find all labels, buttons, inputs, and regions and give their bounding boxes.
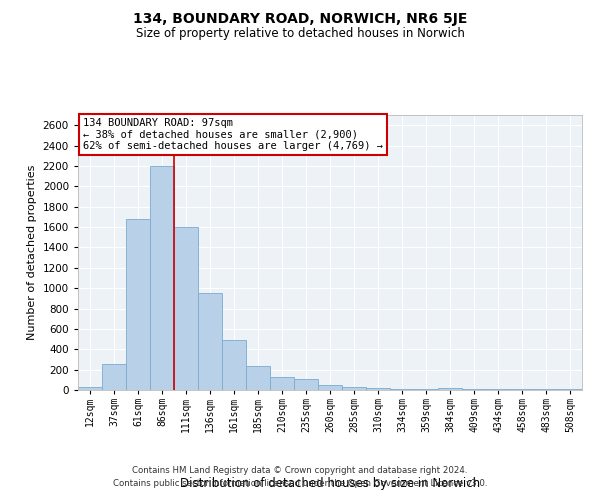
Bar: [174, 227, 198, 390]
Text: 134, BOUNDARY ROAD, NORWICH, NR6 5JE: 134, BOUNDARY ROAD, NORWICH, NR6 5JE: [133, 12, 467, 26]
Bar: [438, 388, 462, 390]
Bar: [294, 379, 318, 390]
Bar: [246, 366, 270, 390]
Y-axis label: Number of detached properties: Number of detached properties: [27, 165, 37, 340]
X-axis label: Distribution of detached houses by size in Norwich: Distribution of detached houses by size …: [180, 476, 480, 490]
Bar: [78, 388, 102, 390]
Bar: [150, 166, 174, 390]
Text: 134 BOUNDARY ROAD: 97sqm
← 38% of detached houses are smaller (2,900)
62% of sem: 134 BOUNDARY ROAD: 97sqm ← 38% of detach…: [83, 118, 383, 151]
Bar: [198, 293, 222, 390]
Bar: [102, 364, 126, 390]
Bar: [126, 219, 150, 390]
Bar: [318, 385, 342, 390]
Bar: [270, 377, 294, 390]
Bar: [342, 387, 366, 390]
Bar: [222, 340, 246, 390]
Bar: [366, 388, 390, 390]
Text: Contains HM Land Registry data © Crown copyright and database right 2024.
Contai: Contains HM Land Registry data © Crown c…: [113, 466, 487, 487]
Text: Size of property relative to detached houses in Norwich: Size of property relative to detached ho…: [136, 28, 464, 40]
